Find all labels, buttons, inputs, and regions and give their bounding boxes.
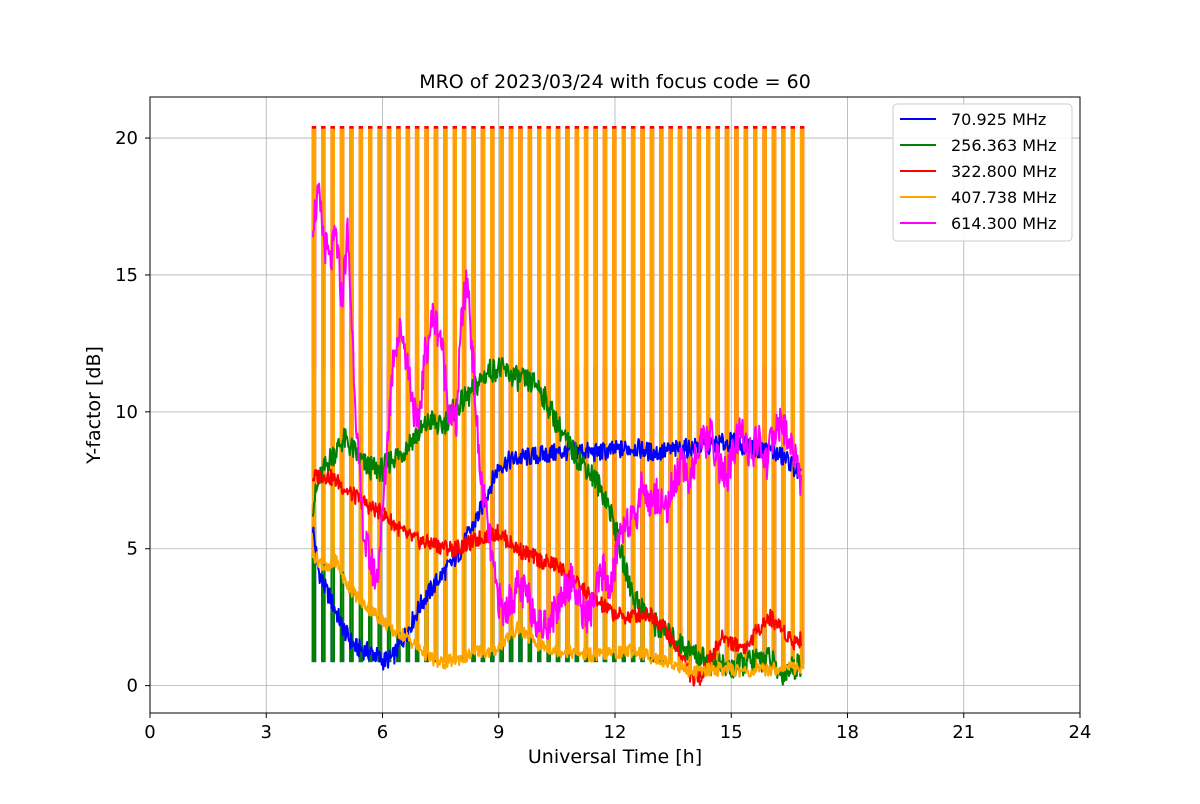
pulse-train <box>311 126 805 679</box>
y-axis: 0 5 10 15 20 <box>115 128 150 697</box>
legend-box <box>892 103 1073 242</box>
x-tick-label: 6 <box>377 722 388 743</box>
series-group <box>311 182 802 687</box>
series-line <box>311 182 802 640</box>
series-line <box>311 431 802 671</box>
series-line <box>311 549 802 679</box>
x-tick-label: 15 <box>720 722 743 743</box>
y-tick-label: 0 <box>127 676 138 697</box>
legend-label: 407.738 MHz <box>951 188 1056 207</box>
legend: 70.925 MHz 256.363 MHz 322.800 MHz 407.738 … <box>892 103 1073 242</box>
x-tick-label: 18 <box>836 722 859 743</box>
x-axis: 0 3 6 9 12 15 18 21 24 <box>144 713 1091 743</box>
legend-label: 70.925 MHz <box>951 110 1046 129</box>
legend-label: 614.300 MHz <box>951 214 1056 233</box>
y-tick-label: 5 <box>127 539 138 560</box>
series-line <box>311 357 802 686</box>
x-axis-label: Universal Time [h] <box>528 746 702 768</box>
y-axis-label: Y-factor [dB] <box>83 346 105 465</box>
y-tick-label: 20 <box>115 128 138 149</box>
series-line <box>311 468 802 687</box>
x-tick-label: 0 <box>144 722 155 743</box>
x-tick-label: 9 <box>493 722 504 743</box>
chart-title: MRO of 2023/03/24 with focus code = 60 <box>419 71 811 93</box>
legend-label: 322.800 MHz <box>951 162 1056 181</box>
legend-label: 256.363 MHz <box>951 136 1056 155</box>
x-tick-label: 3 <box>261 722 272 743</box>
x-tick-label: 24 <box>1069 722 1092 743</box>
x-tick-label: 12 <box>604 722 627 743</box>
pulse-train <box>311 128 805 672</box>
y-tick-label: 10 <box>115 402 138 423</box>
x-tick-label: 21 <box>952 722 975 743</box>
y-tick-label: 15 <box>115 265 138 286</box>
